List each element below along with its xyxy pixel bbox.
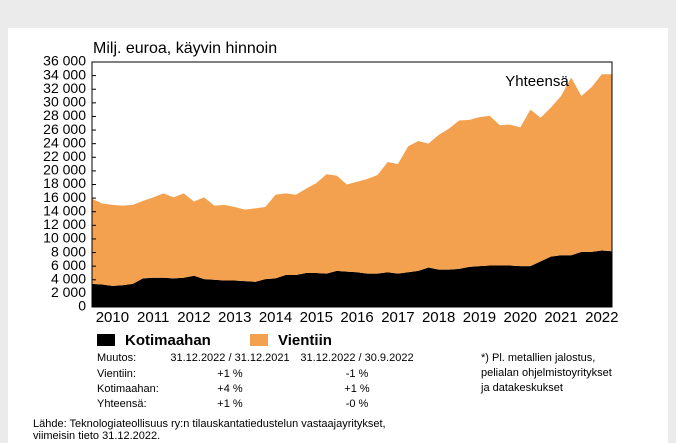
source: viimeisin tieto 31.12.2022. bbox=[33, 430, 160, 442]
x-tick-label: 2016 bbox=[340, 309, 373, 326]
legend-label: Kotimaahan bbox=[125, 332, 211, 349]
x-tick-label: 2014 bbox=[259, 309, 292, 326]
y-tick-label: 6 000 bbox=[51, 257, 86, 273]
y-tick-label: 36 000 bbox=[43, 53, 86, 69]
footnote: pelialan ohjelmistoyritykset bbox=[481, 367, 612, 379]
table-header: Muutos: bbox=[97, 352, 136, 364]
x-tick-label: 2013 bbox=[218, 309, 251, 326]
chart-title: Milj. euroa, käyvin hinnoin bbox=[93, 40, 277, 57]
y-tick-label: 22 000 bbox=[43, 148, 86, 164]
x-tick-label: 2018 bbox=[422, 309, 455, 326]
x-tick-label: 2022 bbox=[585, 309, 618, 326]
table-cell: +1 % bbox=[217, 368, 243, 380]
y-tick-label: 2 000 bbox=[51, 284, 86, 300]
x-tick-label: 2011 bbox=[137, 309, 169, 326]
x-tick-label: 2020 bbox=[504, 309, 537, 326]
y-tick-label: 28 000 bbox=[43, 107, 86, 123]
legend-label: Vientiin bbox=[278, 332, 332, 349]
y-tick-label: 10 000 bbox=[43, 230, 86, 246]
y-tick-label: 26 000 bbox=[43, 121, 86, 137]
x-tick-label: 2015 bbox=[300, 309, 333, 326]
x-tick-label: 2012 bbox=[177, 309, 210, 326]
legend-swatch bbox=[250, 334, 268, 346]
y-tick-label: 18 000 bbox=[43, 175, 86, 191]
x-tick-label: 2019 bbox=[463, 309, 496, 326]
table-cell: Kotimaahan: bbox=[97, 383, 159, 395]
table-cell: Yhteensä: bbox=[97, 398, 147, 410]
y-tick-label: 34 000 bbox=[43, 66, 86, 82]
y-tick-label: 14 000 bbox=[43, 202, 86, 218]
y-tick-label: 4 000 bbox=[51, 270, 86, 286]
annotation: Yhteensä bbox=[505, 73, 569, 90]
y-tick-label: 20 000 bbox=[43, 162, 86, 178]
legend-swatch bbox=[97, 334, 115, 346]
x-tick-label: 2017 bbox=[381, 309, 414, 326]
y-tick-label: 24 000 bbox=[43, 134, 86, 150]
table-cell: +4 % bbox=[217, 383, 243, 395]
table-cell: +1 % bbox=[344, 383, 370, 395]
area bbox=[92, 250, 612, 307]
y-tick-label: 30 000 bbox=[43, 94, 86, 110]
source: Lähde: Teknologiateollisuus ry:n tilausk… bbox=[33, 418, 386, 430]
table-cell: -0 % bbox=[346, 398, 369, 410]
y-tick-label: 0 bbox=[78, 298, 86, 314]
y-tick-label: 12 000 bbox=[43, 216, 86, 232]
y-tick-label: 16 000 bbox=[43, 189, 86, 205]
x-tick-label: 2010 bbox=[96, 309, 129, 326]
footnote: *) Pl. metallien jalostus, bbox=[481, 352, 595, 364]
table-cell: Vientiin: bbox=[97, 368, 136, 380]
table-cell: -1 % bbox=[346, 368, 369, 380]
area bbox=[92, 74, 612, 286]
y-tick-label: 8 000 bbox=[51, 243, 86, 259]
y-tick-label: 32 000 bbox=[43, 80, 86, 96]
footnote: ja datakeskukset bbox=[480, 382, 563, 394]
table-header: 31.12.2022 / 31.12.2021 bbox=[170, 352, 289, 364]
x-tick-label: 2021 bbox=[544, 309, 577, 326]
table-header: 31.12.2022 / 30.9.2022 bbox=[300, 352, 413, 364]
table-cell: +1 % bbox=[217, 398, 243, 410]
